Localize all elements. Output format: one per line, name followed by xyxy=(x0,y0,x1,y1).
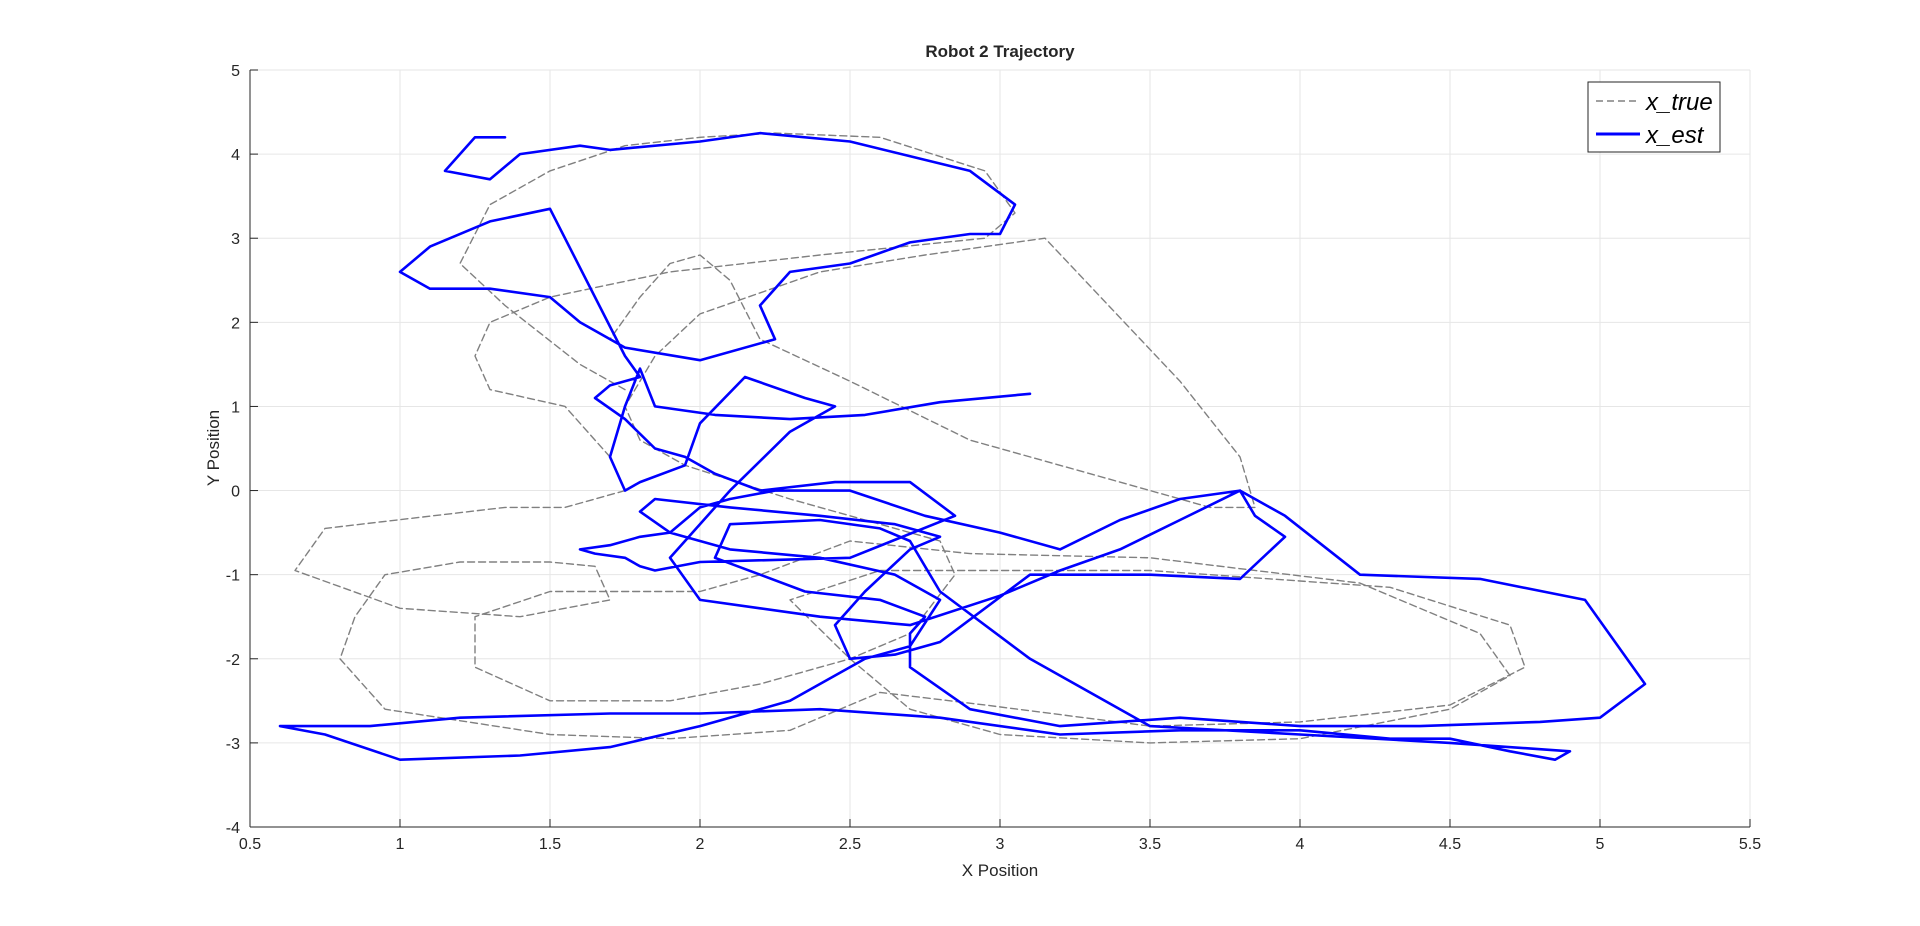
x-tick-label: 4.5 xyxy=(1439,836,1461,853)
y-axis-label: Y Position xyxy=(204,410,223,486)
legend-label-x-est: x_est xyxy=(1645,122,1705,149)
x-tick-label: 5.5 xyxy=(1739,836,1761,853)
y-tick-label: -3 xyxy=(226,736,240,753)
x-tick-label: 1 xyxy=(396,836,405,853)
x-tick-label: 1.5 xyxy=(539,836,561,853)
x-tick-label: 3.5 xyxy=(1139,836,1161,853)
series-line-x-est xyxy=(278,131,1647,762)
y-tick-label: 1 xyxy=(231,399,240,416)
series-layer xyxy=(278,131,1647,762)
x-tick-label: 3 xyxy=(996,836,1005,853)
legend-box xyxy=(1587,81,1721,153)
y-tick-label: 3 xyxy=(231,231,240,248)
y-tick-label: -2 xyxy=(226,652,240,669)
y-ticks: -4 -3 -2 -1 0 1 2 3 4 5 xyxy=(226,63,258,837)
x-tick-label: 2 xyxy=(696,836,705,853)
y-tick-label: 2 xyxy=(231,315,240,332)
y-tick-label: -1 xyxy=(226,568,240,585)
x-tick-label: 4 xyxy=(1296,836,1305,853)
x-axis-label: X Position xyxy=(962,861,1039,880)
y-tick-label: 0 xyxy=(231,484,240,501)
chart-title: Robot 2 Trajectory xyxy=(925,42,1075,61)
plot-area: 0.5 1 1.5 2 2.5 3 3.5 4 4.5 5 5.5 -4 -3 -2 -1 0 1 2 3 4 5 xyxy=(226,63,1761,853)
y-tick-label: 4 xyxy=(231,147,240,164)
legend: x_true x_est xyxy=(1587,81,1721,153)
x-tick-label: 2.5 xyxy=(839,836,861,853)
x-tick-label: 0.5 xyxy=(239,836,261,853)
y-tick-label: 5 xyxy=(231,63,240,80)
x-tick-label: 5 xyxy=(1596,836,1605,853)
x-ticks: 0.5 1 1.5 2 2.5 3 3.5 4 4.5 5 5.5 xyxy=(239,819,1761,853)
y-tick-label: -4 xyxy=(226,820,240,837)
legend-label-x-true: x_true xyxy=(1645,89,1713,116)
